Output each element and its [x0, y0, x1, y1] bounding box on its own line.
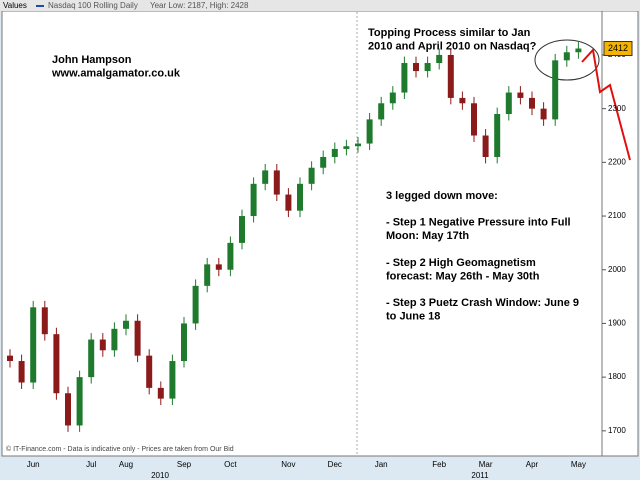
y-tick-label: 2300 — [608, 104, 626, 113]
annotation: to June 18 — [386, 311, 440, 323]
y-tick-label: 1900 — [608, 319, 626, 328]
candle-body — [331, 148, 338, 157]
y-tick-label: 1800 — [608, 372, 626, 381]
candle-body — [459, 97, 466, 104]
candle-body — [389, 92, 396, 104]
annotation: www.amalgamator.co.uk — [51, 67, 181, 79]
candle-body — [192, 285, 199, 324]
candle-body — [111, 328, 118, 351]
header-bar — [0, 0, 640, 11]
annotation: - Step 1 Negative Pressure into Full — [386, 217, 571, 229]
x-tick-label: Jul — [86, 460, 96, 469]
candle-body — [169, 361, 176, 399]
candle-body — [41, 307, 48, 335]
plot-area — [1, 10, 603, 457]
candle-body — [343, 146, 350, 149]
y-tick-label: 2100 — [608, 211, 626, 220]
candle-body — [505, 92, 512, 115]
candle-body — [88, 339, 95, 378]
candle-body — [436, 54, 443, 64]
candle-body — [494, 114, 501, 157]
last-price-box — [603, 41, 633, 57]
highlight-ellipse — [534, 39, 600, 81]
candle-body — [18, 361, 25, 383]
header-label: Values — [3, 1, 27, 10]
candle-body — [123, 320, 129, 329]
candle-body — [215, 264, 222, 270]
y-tick-label: 2200 — [608, 157, 626, 166]
candle-body — [308, 167, 315, 184]
annotation: 3 legged down move: — [386, 190, 498, 202]
x-tick-label: Jun — [27, 460, 40, 469]
candle-body — [239, 216, 245, 243]
annotation: forecast: May 26th - May 30th — [386, 270, 540, 282]
legend-label: Nasdaq 100 Rolling Daily — [48, 1, 138, 10]
candle-body — [285, 194, 292, 211]
candle-body — [517, 92, 524, 98]
candle-body — [227, 242, 234, 270]
year-label: 2011 — [471, 471, 489, 480]
x-tick-label: Feb — [432, 460, 446, 469]
candle-body — [30, 307, 37, 383]
candle-body — [146, 355, 153, 388]
candle-body — [297, 183, 303, 211]
candle-body — [262, 170, 269, 184]
x-tick-label: Jan — [375, 460, 388, 469]
candle-body — [76, 377, 83, 426]
annotation: Moon: May 17th — [386, 230, 469, 242]
candle-body — [65, 393, 71, 426]
footer: © IT-Finance.com - Data is indicative on… — [6, 445, 234, 453]
x-tick-label: Mar — [479, 460, 493, 469]
x-tick-label: Aug — [119, 460, 133, 469]
candle-body — [134, 320, 141, 356]
candle-body — [320, 156, 327, 168]
annotation: Topping Process similar to Jan — [368, 27, 531, 39]
candle-body — [273, 170, 280, 195]
candle-body — [355, 143, 361, 147]
x-tick-label: Apr — [526, 460, 539, 469]
x-tick-label: Nov — [281, 460, 295, 469]
y-tick-label: 1700 — [608, 426, 626, 435]
candle-body — [552, 60, 559, 120]
candle-body — [413, 63, 419, 72]
year-label: 2010 — [151, 471, 169, 480]
candle-body — [447, 54, 454, 98]
candle-body — [204, 264, 211, 286]
candle-body — [7, 355, 13, 362]
forecast-line — [581, 47, 631, 161]
x-tick-label: May — [571, 460, 586, 469]
candle-body — [575, 48, 582, 53]
axis-area — [601, 10, 639, 457]
candle-body — [99, 339, 106, 351]
annotation: - Step 3 Puetz Crash Window: June 9 — [386, 297, 579, 309]
candle-body — [53, 334, 60, 394]
candle-body — [471, 103, 477, 136]
candle-body — [401, 63, 408, 93]
candle-body — [563, 52, 570, 61]
candle-body — [424, 63, 431, 72]
candle-body — [181, 323, 187, 362]
candle-body — [250, 183, 257, 217]
candle-body — [540, 108, 547, 120]
annotation: John Hampson — [52, 54, 132, 66]
annotation: 2010 and April 2010 on Nasdaq? — [368, 40, 537, 52]
candle-body — [366, 119, 373, 144]
annotation: - Step 2 High Geomagnetism — [386, 257, 536, 269]
candle-body — [378, 103, 385, 120]
x-tick-label: Sep — [177, 460, 192, 469]
x-tick-label: Oct — [224, 460, 237, 469]
candle-body — [157, 387, 164, 399]
last-price-label: 2412 — [608, 43, 628, 53]
candle-body — [529, 97, 535, 109]
candle-body — [482, 135, 489, 157]
subtitle: Year Low: 2187, High: 2428 — [150, 1, 249, 10]
x-tick-label: Dec — [328, 460, 342, 469]
y-tick-label: 2000 — [608, 265, 626, 274]
